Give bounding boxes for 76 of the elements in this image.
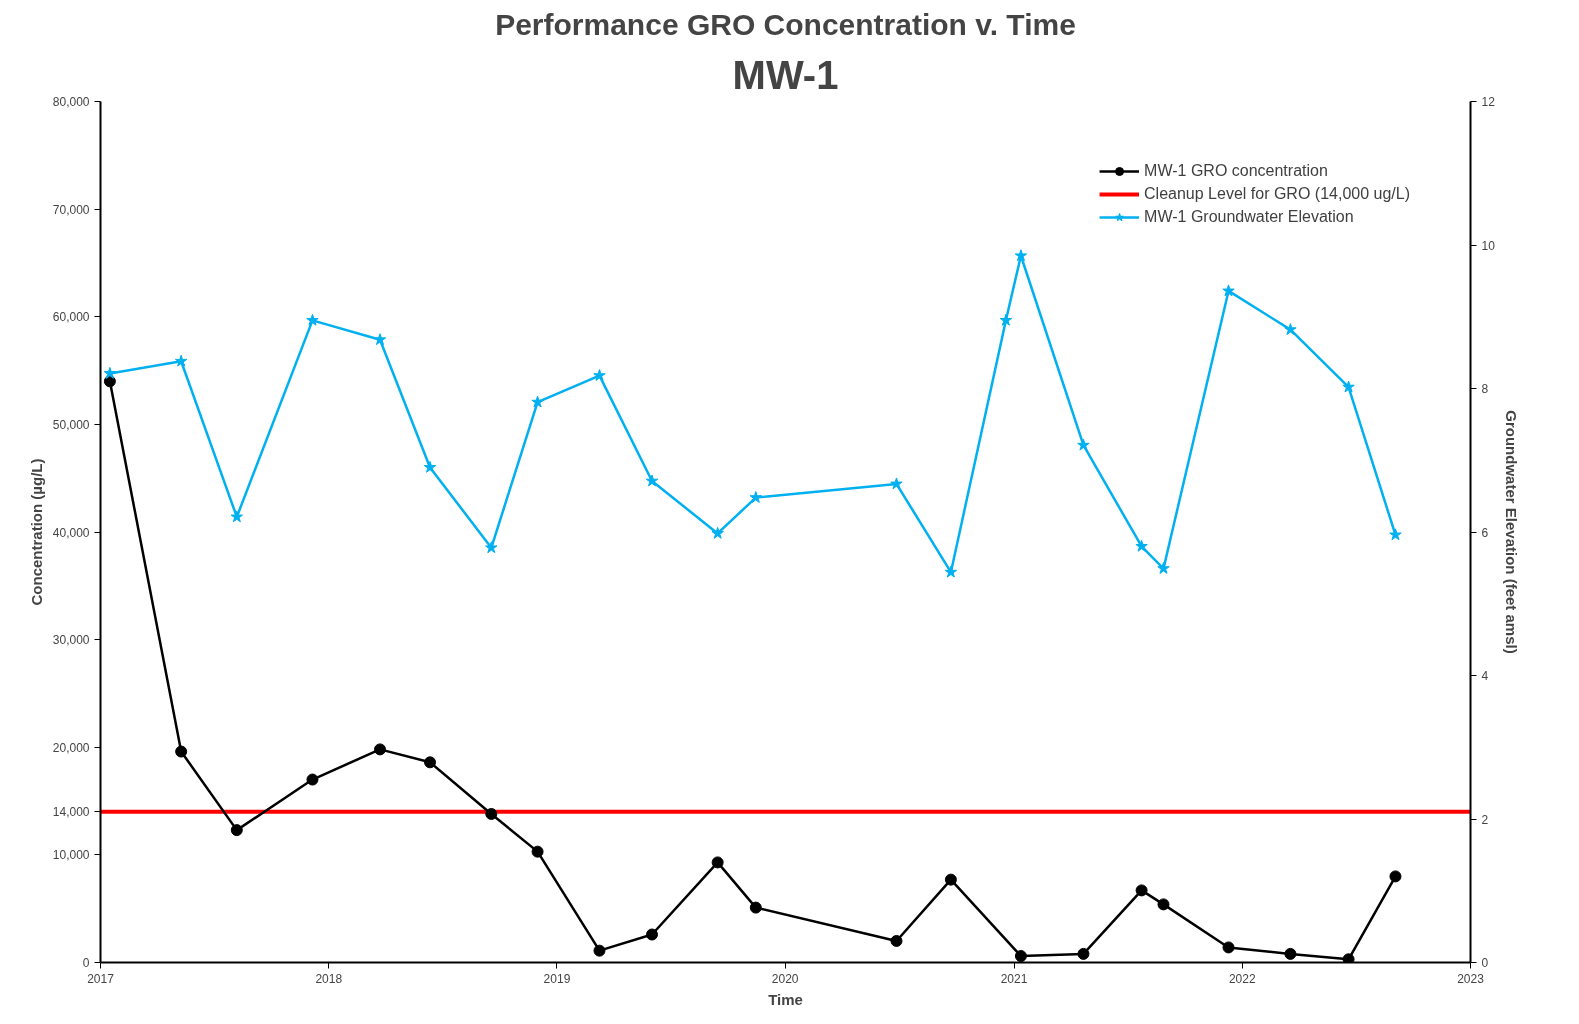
point (749, 901, 762, 914)
point (593, 944, 606, 957)
point (1284, 323, 1297, 336)
point (890, 477, 903, 490)
x-axis-title: Time (768, 990, 803, 1008)
point (593, 369, 606, 381)
legend-label: Cleanup Level for GRO (14,000 ug/L) (1144, 185, 1410, 203)
chart-subtitle: MW-1 (732, 52, 839, 97)
point (1077, 947, 1090, 960)
point (890, 934, 903, 947)
point (531, 395, 544, 408)
point (646, 928, 658, 941)
point (1222, 284, 1235, 297)
point (306, 773, 319, 786)
point (424, 756, 437, 769)
x-tick-label: 2019 (543, 971, 571, 986)
x-tick-label: 2021 (1000, 971, 1028, 986)
x-tick-label: 2023 (1457, 971, 1485, 986)
point (230, 824, 243, 837)
point (645, 474, 659, 487)
y-tick-label: 14,000 (52, 805, 90, 820)
y2-tick-label: 12 (1481, 95, 1496, 109)
y2-axis-title: Groundwater Elevation (feet amsl) (1502, 410, 1520, 654)
point (175, 745, 188, 758)
y2-tick-label: 10 (1481, 238, 1496, 253)
point (749, 491, 763, 503)
point (1135, 539, 1148, 552)
chart-title: Performance GRO Concentration v. Time (495, 7, 1076, 41)
point (306, 313, 319, 326)
legend-label: MW-1 Groundwater Elevation (1144, 208, 1354, 226)
point (373, 333, 387, 346)
point (711, 526, 724, 539)
y-tick-label: 70,000 (52, 202, 90, 217)
y-axis-title: Concentration (µg/L) (27, 458, 45, 606)
point (1284, 947, 1297, 960)
x-tick-label: 2020 (771, 971, 799, 986)
y2-tick-label: 4 (1481, 669, 1489, 683)
point (423, 460, 437, 473)
point (174, 354, 188, 367)
y2-tick-label: 6 (1481, 525, 1489, 540)
y2-tick-label: 0 (1481, 956, 1489, 970)
point (1135, 884, 1148, 897)
y-tick-label: 60,000 (52, 310, 90, 325)
point (1157, 898, 1170, 911)
point (1157, 562, 1170, 574)
point (944, 565, 958, 578)
point (485, 541, 498, 554)
point (999, 313, 1013, 326)
y-tick-label: 80,000 (52, 95, 90, 109)
point (1389, 870, 1402, 883)
point (1342, 953, 1355, 963)
point (944, 873, 957, 886)
point (103, 366, 117, 379)
point (1342, 380, 1355, 393)
point (374, 743, 386, 756)
point (1222, 941, 1235, 954)
point (711, 856, 724, 869)
y-tick-label: 40,000 (52, 525, 90, 540)
point (531, 845, 544, 858)
point (230, 510, 244, 523)
y-tick-label: 20,000 (52, 740, 90, 755)
y-tick-label: 30,000 (52, 633, 90, 648)
point (1389, 528, 1402, 541)
x-tick-label: 2022 (1228, 971, 1256, 986)
y2-tick-label: 2 (1481, 812, 1489, 827)
y2-tick-label: 8 (1481, 382, 1489, 396)
point (1077, 438, 1090, 451)
point (1014, 249, 1028, 262)
point (485, 807, 498, 820)
x-tick-label: 2018 (315, 971, 343, 986)
point (1014, 950, 1027, 963)
legend-label: MW-1 GRO concentration (1144, 162, 1328, 180)
x-tick-label: 2017 (87, 971, 115, 986)
y-tick-label: 50,000 (52, 417, 90, 432)
y-tick-label: 0 (82, 956, 90, 970)
y-tick-label: 10,000 (52, 848, 90, 863)
